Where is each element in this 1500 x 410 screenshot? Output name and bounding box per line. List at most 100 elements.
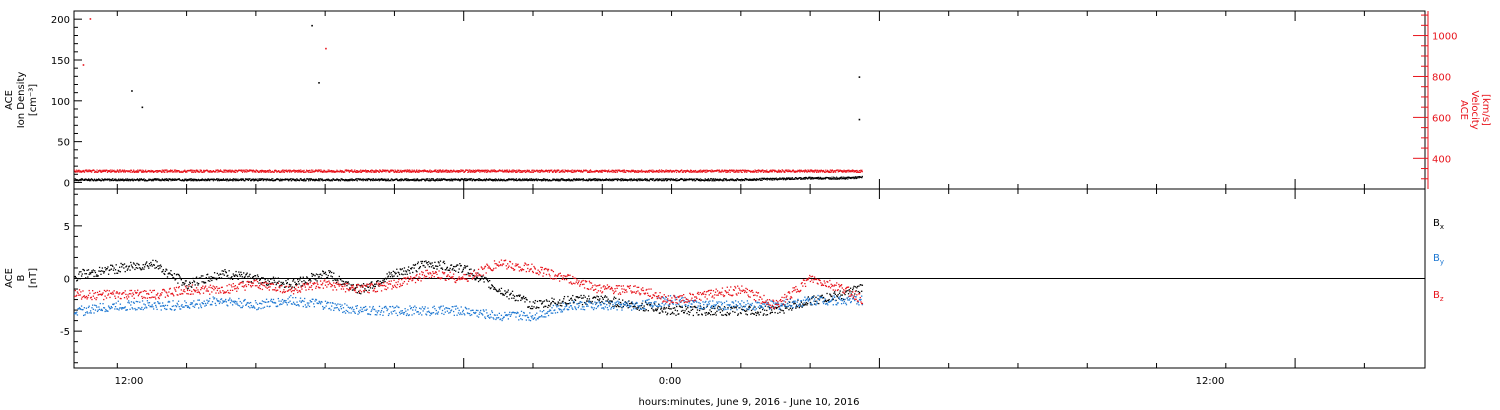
- velocity-point: [229, 169, 231, 171]
- density-point: [620, 180, 622, 182]
- field-point-bx: [179, 276, 181, 278]
- velocity-point: [332, 170, 334, 172]
- field-point-bx: [367, 286, 370, 288]
- velocity-point: [445, 171, 447, 173]
- field-point-bx: [459, 265, 462, 267]
- velocity-point: [115, 170, 117, 172]
- field-point-bx: [670, 308, 672, 310]
- density-point: [314, 178, 316, 181]
- density-point: [523, 179, 525, 182]
- field-point-bx: [649, 304, 651, 306]
- field-point-bx: [800, 305, 802, 307]
- field-point-bx: [597, 296, 600, 298]
- velocity-point: [141, 171, 143, 173]
- field-point-bx: [349, 287, 351, 289]
- velocity-point: [192, 169, 194, 171]
- field-point-bx: [687, 307, 689, 309]
- velocity-point: [428, 171, 430, 173]
- density-point: [111, 179, 113, 181]
- velocity-point: [379, 169, 382, 171]
- field-point-bx: [217, 277, 219, 279]
- field-point-bx: [549, 305, 551, 307]
- velocity-point: [253, 170, 255, 172]
- velocity-point: [342, 170, 344, 172]
- field-point-bx: [734, 306, 737, 308]
- velocity-point: [830, 171, 833, 173]
- density-point: [834, 177, 836, 179]
- density-point: [348, 179, 350, 181]
- density-point: [829, 177, 831, 179]
- velocity-point: [175, 169, 177, 171]
- field-point-bx: [407, 269, 409, 271]
- velocity-point: [539, 171, 541, 173]
- velocity-point: [278, 170, 280, 172]
- density-point: [712, 180, 714, 182]
- density-point: [91, 178, 93, 180]
- field-point-bx: [749, 306, 751, 308]
- velocity-point: [261, 169, 263, 171]
- density-point: [789, 177, 791, 179]
- field-point-bx: [105, 269, 107, 271]
- density-point: [541, 178, 543, 181]
- velocity-point: [367, 170, 370, 172]
- field-point-bx: [234, 274, 237, 276]
- velocity-point: [227, 171, 229, 173]
- field-point-bx: [528, 305, 530, 308]
- density-point: [782, 178, 784, 180]
- field-point-bx: [274, 277, 277, 279]
- density-point: [794, 178, 796, 180]
- velocity-point: [458, 171, 460, 173]
- field-point-bx: [607, 298, 609, 300]
- field-point-bx: [279, 284, 282, 286]
- field-point-bx: [369, 283, 371, 285]
- field-point-bx: [836, 295, 838, 297]
- field-point-bx: [600, 295, 602, 298]
- density-point: [855, 177, 857, 180]
- velocity-point: [845, 171, 847, 173]
- velocity-point: [493, 170, 495, 173]
- field-point-bx: [149, 264, 151, 267]
- density-point: [172, 178, 175, 180]
- velocity-point: [544, 169, 547, 172]
- velocity-point: [353, 170, 355, 172]
- density-point: [574, 178, 576, 180]
- velocity-point: [537, 170, 539, 172]
- density-point: [712, 178, 715, 180]
- field-point-bx: [208, 276, 210, 278]
- velocity-point: [690, 169, 693, 172]
- field-point-bx: [270, 278, 272, 280]
- density-point: [265, 178, 267, 180]
- density-point: [600, 179, 602, 182]
- density-point: [313, 179, 316, 181]
- density-point: [473, 179, 475, 181]
- velocity-point: [721, 169, 723, 171]
- velocity-point: [362, 170, 364, 173]
- velocity-point: [655, 169, 658, 172]
- density-point: [95, 179, 97, 182]
- velocity-point: [522, 170, 525, 172]
- velocity-point: [524, 169, 526, 172]
- density-point: [273, 179, 276, 182]
- density-point: [684, 179, 686, 182]
- velocity-point: [200, 170, 202, 173]
- velocity-point: [601, 170, 603, 173]
- field-point-bx: [232, 273, 234, 275]
- velocity-point: [792, 169, 794, 171]
- field-point-bx: [218, 274, 220, 276]
- velocity-point: [479, 171, 481, 173]
- velocity-point: [417, 171, 419, 173]
- density-point: [645, 178, 647, 180]
- density-point: [513, 180, 515, 182]
- density-point: [126, 178, 128, 180]
- field-point-bx: [406, 273, 408, 275]
- velocity-point: [350, 169, 352, 172]
- velocity-point: [219, 169, 222, 171]
- field-point-bx: [260, 283, 262, 285]
- field-point-bx: [354, 287, 356, 290]
- density-point: [626, 178, 628, 181]
- field-point-bx: [189, 281, 191, 283]
- field-point-bx: [626, 304, 629, 307]
- density-point: [416, 179, 418, 181]
- field-point-bx: [562, 300, 564, 302]
- velocity-point: [251, 169, 253, 171]
